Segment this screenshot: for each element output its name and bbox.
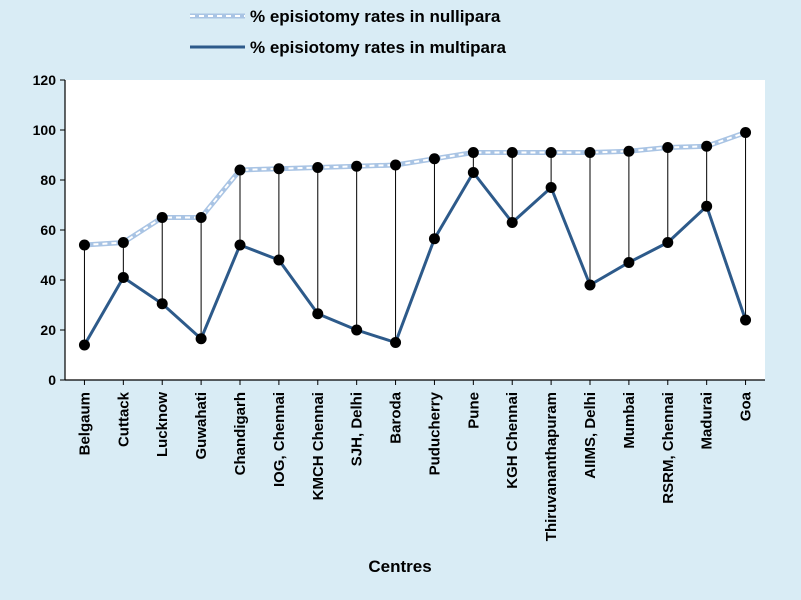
- category-label: Belgaum: [76, 392, 93, 455]
- category-label: Chandigarh: [232, 392, 249, 475]
- nullipara-point: [78, 239, 90, 251]
- category-label: RSRM, Chennai: [660, 392, 677, 504]
- y-tick-label: 120: [33, 72, 57, 88]
- y-tick-label: 0: [48, 372, 56, 388]
- multipara-point: [506, 217, 518, 228]
- y-tick-label: 60: [40, 222, 56, 238]
- category-label: AIIMS, Delhi: [582, 392, 599, 479]
- y-tick-labels: 0 20 40 60 80 100 120: [33, 72, 57, 388]
- multipara-line: [83, 169, 747, 346]
- category-label: Lucknow: [154, 392, 171, 457]
- multipara-point: [351, 324, 363, 336]
- multipara-point: [234, 239, 246, 251]
- category-labels: Belgaum Cuttack Lucknow Guwahati Chandigarh I…: [76, 391, 754, 541]
- category-label: Guwahati: [193, 392, 210, 460]
- nullipara-point: [467, 147, 479, 158]
- multipara-point: [195, 333, 207, 345]
- multipara-point: [545, 182, 557, 193]
- multipara-point: [78, 339, 90, 351]
- series-lines: [83, 130, 747, 346]
- category-label: SJH, Delhi: [349, 392, 366, 466]
- legend: % episiotomy rates in nullipara % episiot…: [190, 7, 507, 57]
- nullipara-point: [428, 153, 440, 165]
- axes: [60, 79, 765, 385]
- category-label: Madurai: [699, 392, 716, 450]
- nullipara-line-dash: [84, 131, 746, 246]
- category-label: IOG, Chennai: [271, 392, 288, 487]
- category-label: KGH Chennai: [504, 392, 521, 489]
- multipara-point: [273, 254, 285, 266]
- category-label: Mumbai: [621, 392, 638, 449]
- nullipara-point: [312, 162, 324, 173]
- legend-label-multipara: % episiotomy rates in multipara: [250, 38, 507, 57]
- nullipara-point: [740, 127, 752, 138]
- nullipara-point: [545, 147, 557, 158]
- nullipara-point: [351, 160, 363, 172]
- y-tick-label: 80: [40, 172, 56, 188]
- category-label: Thiruvananthapuram: [543, 392, 560, 541]
- nullipara-point: [273, 163, 285, 175]
- category-label: Cuttack: [115, 391, 132, 447]
- multipara-point: [662, 237, 674, 248]
- plot-area: [65, 80, 765, 380]
- multipara-point: [312, 308, 324, 320]
- multipara-point: [428, 233, 440, 245]
- nullipara-point: [506, 147, 518, 158]
- nullipara-point: [234, 164, 246, 176]
- multipara-point: [740, 314, 752, 326]
- multipara-point: [467, 167, 479, 178]
- legend-label-nullipara: % episiotomy rates in nullipara: [250, 7, 501, 26]
- nullipara-point: [701, 140, 713, 152]
- nullipara-point: [584, 147, 596, 158]
- nullipara-point: [117, 237, 129, 248]
- multipara-point: [156, 298, 168, 310]
- multipara-point: [390, 337, 402, 348]
- category-label: Goa: [738, 391, 755, 421]
- x-axis-title: Centres: [368, 557, 431, 576]
- nullipara-point: [195, 212, 207, 223]
- multipara-point: [117, 272, 129, 283]
- multipara-point: [584, 279, 596, 291]
- multipara-point: [701, 200, 713, 212]
- nullipara-point: [623, 145, 635, 157]
- category-label: Baroda: [388, 391, 405, 443]
- category-label: KMCH Chennai: [310, 392, 327, 500]
- y-tick-label: 40: [40, 272, 56, 288]
- y-tick-label: 100: [33, 122, 57, 138]
- multipara-point: [623, 257, 635, 268]
- nullipara-point: [156, 212, 168, 223]
- data-points: [78, 127, 752, 351]
- category-label: Pune: [465, 392, 482, 429]
- nullipara-point: [662, 142, 674, 153]
- y-tick-label: 20: [40, 322, 56, 338]
- category-label: Puducherry: [426, 391, 443, 475]
- nullipara-point: [390, 159, 402, 171]
